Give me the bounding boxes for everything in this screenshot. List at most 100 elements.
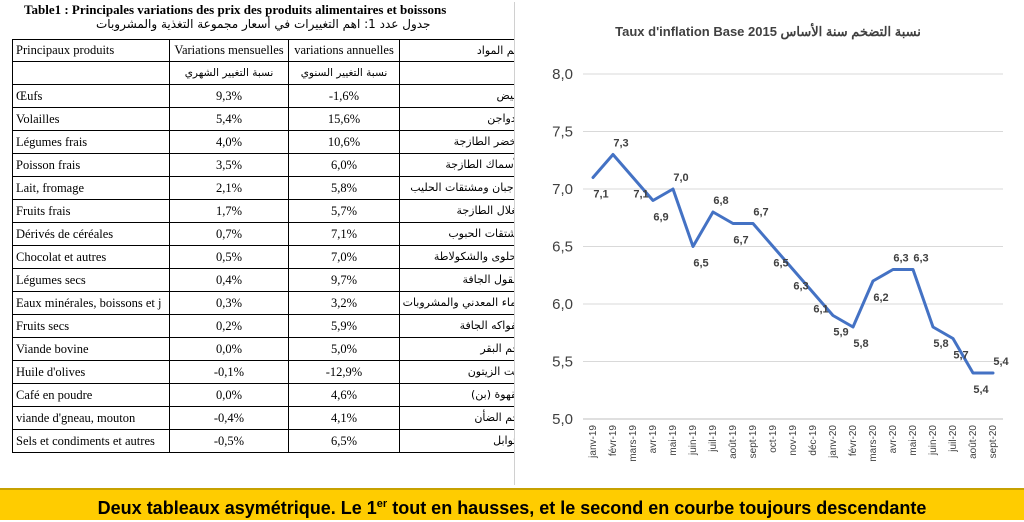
cell-annual-variation: 5,0% [288, 337, 400, 361]
cell-product: Fruits frais [12, 199, 170, 223]
cell-arabic-name: التوابل [399, 429, 527, 453]
cell-arabic-name: القهوة (بن) [399, 383, 527, 407]
cell-product: Café en poudre [12, 383, 170, 407]
y-tick-label: 7,5 [552, 124, 573, 141]
cell-arabic-name: الأسماك الطازجة [399, 153, 527, 177]
header-arabic: أهم المواد [399, 39, 527, 62]
data-label: 5,8 [933, 338, 948, 350]
x-tick-label: sept-19 [748, 425, 759, 459]
cell-monthly-variation: -0,1% [169, 360, 289, 384]
data-label: 5,8 [853, 338, 868, 350]
x-tick-label: août-19 [728, 425, 739, 459]
table-row: Café en poudre 0,0% 4,6% القهوة (بن) [12, 383, 527, 407]
table-title: Table1 : Principales variations des prix… [24, 2, 447, 17]
data-label: 6,5 [693, 258, 708, 270]
cell-arabic-name: الاجبان ومشتقات الحليب [399, 176, 527, 200]
y-tick-label: 6,0 [552, 296, 573, 313]
data-label: 6,3 [793, 281, 808, 293]
cell-monthly-variation: 0,0% [169, 383, 289, 407]
x-tick-label: avr-19 [648, 425, 659, 454]
table-row: Fruits secs 0,2% 5,9% الفواكه الجافة [12, 314, 527, 338]
cell-product: Poisson frais [12, 153, 170, 177]
x-tick-label: oct-19 [768, 425, 779, 453]
banner-superscript: er [376, 498, 388, 510]
cell-annual-variation: 5,8% [288, 176, 400, 200]
cell-arabic-name: الغلال الطازجة [399, 199, 527, 223]
banner-text-end: tout en hausses, et le second en courbe … [387, 498, 927, 518]
cell-arabic-name: الحلوى والشكولاطة [399, 245, 527, 269]
cell-arabic-name: زيت الزيتون [399, 360, 527, 384]
cell-monthly-variation: 0,7% [169, 222, 289, 246]
cell-product: Sels et condiments et autres [12, 429, 170, 453]
cell-monthly-variation: 3,5% [169, 153, 289, 177]
data-label: 6,7 [733, 235, 748, 247]
x-tick-label: janv-20 [828, 425, 839, 459]
data-label: 6,1 [813, 304, 828, 316]
cell-annual-variation: 4,6% [288, 383, 400, 407]
x-tick-label: juil-20 [948, 425, 959, 453]
cell-product: Dérivés de céréales [12, 222, 170, 246]
cell-monthly-variation: 0,2% [169, 314, 289, 338]
cell-arabic-name: الدواجن [399, 107, 527, 131]
cell-annual-variation: 3,2% [288, 291, 400, 315]
y-tick-label: 5,0 [552, 411, 573, 428]
table-row: Viande bovine 0,0% 5,0% لحم البقر [12, 337, 527, 361]
x-tick-label: août-20 [968, 425, 979, 459]
data-label: 6,7 [753, 207, 768, 219]
table-header-row: Principaux produits Variations mensuelle… [12, 39, 527, 62]
subheader-monthly: نسبة التغيير الشهري [169, 61, 289, 85]
header-products: Principaux produits [12, 39, 170, 62]
caption-banner: Deux tableaux asymétrique. Le 1er tout e… [0, 488, 1024, 520]
cell-monthly-variation: 1,7% [169, 199, 289, 223]
table-row: Fruits frais 1,7% 5,7% الغلال الطازجة [12, 199, 527, 223]
cell-monthly-variation: 0,4% [169, 268, 289, 292]
x-tick-label: mai-20 [908, 425, 919, 456]
cell-arabic-name: لحم الضأن [399, 406, 527, 430]
x-tick-label: juin-20 [928, 425, 939, 456]
cell-product: Œufs [12, 84, 170, 108]
cell-product: Huile d'olives [12, 360, 170, 384]
x-tick-label: févr-20 [848, 425, 859, 457]
cell-arabic-name: البيض [399, 84, 527, 108]
cell-annual-variation: 7,0% [288, 245, 400, 269]
table-subheader-row: نسبة التغيير الشهري نسبة التغيير السنوي [12, 61, 527, 85]
cell-monthly-variation: -0,4% [169, 406, 289, 430]
cell-annual-variation: 7,1% [288, 222, 400, 246]
cell-arabic-name: الفواكه الجافة [399, 314, 527, 338]
cell-product: Volailles [12, 107, 170, 131]
cell-annual-variation: 4,1% [288, 406, 400, 430]
table-body: Œufs 9,3% -1,6% البيض Volailles 5,4% 15,6% الدو… [12, 84, 527, 453]
data-label: 5,7 [953, 350, 968, 362]
table-row: Lait, fromage 2,1% 5,8% الاجبان ومشتقات الح… [12, 176, 527, 200]
y-tick-label: 6,5 [552, 239, 573, 256]
x-tick-label: janv-19 [588, 425, 599, 459]
table-row: Sels et condiments et autres -0,5% 6,5% الت… [12, 429, 527, 453]
data-label: 6,8 [713, 195, 728, 207]
x-tick-label: mars-19 [628, 425, 639, 462]
cell-monthly-variation: 9,3% [169, 84, 289, 108]
cell-monthly-variation: 0,0% [169, 337, 289, 361]
table-row: Dérivés de céréales 0,7% 7,1% مشتقات الحبوب [12, 222, 527, 246]
cell-product: Eaux minérales, boissons et j [12, 291, 170, 315]
table-row: Huile d'olives -0,1% -12,9% زيت الزيتون [12, 360, 527, 384]
data-label: 6,2 [873, 292, 888, 304]
cell-monthly-variation: 5,4% [169, 107, 289, 131]
data-label: 5,4 [973, 384, 989, 396]
x-tick-label: mai-19 [668, 425, 679, 456]
table-panel: Table1 : Principales variations des prix… [4, 2, 527, 485]
x-tick-label: févr-19 [608, 425, 619, 457]
banner-text-start: Deux tableaux asymétrique. Le 1 [97, 498, 377, 518]
table-row: Eaux minérales, boissons et j 0,3% 3,2% الم… [12, 291, 527, 315]
x-tick-label: avr-20 [888, 425, 899, 454]
cell-product: Fruits secs [12, 314, 170, 338]
cell-monthly-variation: 0,3% [169, 291, 289, 315]
table-row: Légumes frais 4,0% 10,6% الخضر الطازجة [12, 130, 527, 154]
data-label: 5,4 [993, 356, 1009, 368]
table-row: Légumes secs 0,4% 9,7% البقول الجافة [12, 268, 527, 292]
data-label: 7,0 [673, 172, 688, 184]
cell-arabic-name: الخضر الطازجة [399, 130, 527, 154]
cell-monthly-variation: -0,5% [169, 429, 289, 453]
data-label: 6,5 [773, 258, 788, 270]
x-tick-label: juin-19 [688, 425, 699, 456]
cell-product: Légumes frais [12, 130, 170, 154]
